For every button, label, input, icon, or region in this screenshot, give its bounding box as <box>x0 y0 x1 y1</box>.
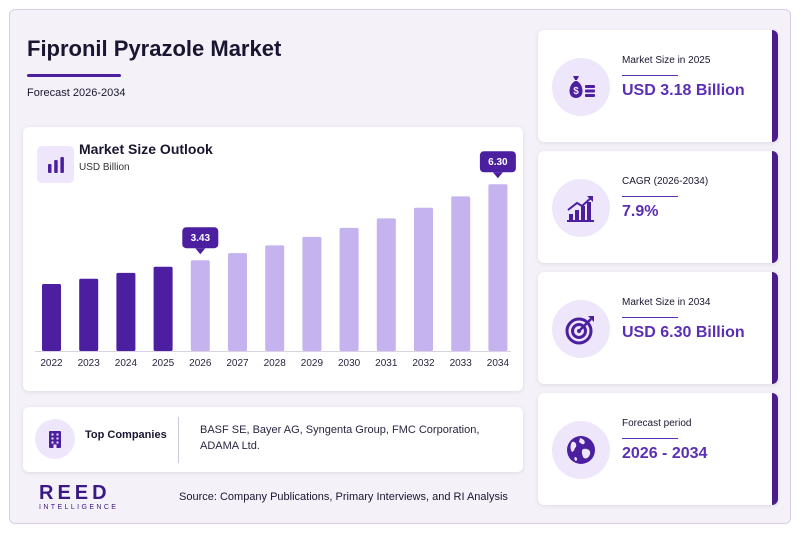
divider <box>178 417 179 463</box>
top-companies-card: Top Companies BASF SE, Bayer AG, Syngent… <box>23 407 523 472</box>
bar-2029 <box>302 236 322 351</box>
callout-box <box>182 227 219 249</box>
stat-divider <box>622 438 678 439</box>
x-tick-label: 2024 <box>115 358 138 369</box>
bar-2031 <box>376 218 396 351</box>
stat-card-market-size-2034: Market Size in 2034 USD 6.30 Billion <box>538 272 778 384</box>
top-companies-list: BASF SE, Bayer AG, Syngenta Group, FMC C… <box>200 424 480 452</box>
x-tick-label: 2023 <box>78 358 101 369</box>
stat-card-forecast-period: Forecast period 2026 - 2034 <box>538 393 778 505</box>
bar-chart-icon <box>37 146 74 183</box>
bar-2033 <box>451 196 471 351</box>
x-tick-label: 2030 <box>338 358 361 369</box>
stat-value: USD 6.30 Billion <box>622 324 745 341</box>
bar-chart: 2022 2023 2024 2025 2026 2027 2028 2029 2030 2031… <box>35 151 516 369</box>
top-companies-label: Top Companies <box>85 429 167 441</box>
bar-2030 <box>339 227 359 351</box>
data-label: 3.43 <box>191 233 211 244</box>
stat-divider <box>622 75 678 76</box>
x-tick-label: 2033 <box>450 358 473 369</box>
bar-2028 <box>265 245 285 351</box>
bar-2027 <box>228 253 247 351</box>
callout-2026: 3.43 <box>182 227 219 255</box>
bar-2034 <box>488 184 508 351</box>
stat-label: CAGR (2026-2034) <box>622 176 709 187</box>
stat-card-market-size-2025: $ Market Size in 2025 USD 3.18 Billion <box>538 30 778 142</box>
page-title: Fipronil Pyrazole Market <box>27 36 282 61</box>
stat-card-cagr: CAGR (2026-2034) 7.9% <box>538 151 778 263</box>
x-tick-label: 2032 <box>412 358 435 369</box>
callout-pointer <box>195 248 206 255</box>
page-subtitle: Forecast 2026-2034 <box>27 87 126 99</box>
bar-2022 <box>42 284 61 351</box>
stat-divider <box>622 196 678 197</box>
callout-pointer <box>492 172 503 179</box>
x-tick-label: 2028 <box>264 358 287 369</box>
title-underline <box>27 74 121 77</box>
x-tick-label: 2034 <box>487 358 510 369</box>
x-tick-label: 2026 <box>189 358 212 369</box>
globe-icon <box>552 421 610 479</box>
stat-value: 2026 - 2034 <box>622 445 708 462</box>
callout-box <box>479 151 516 173</box>
source-note: Source: Company Publications, Primary In… <box>179 491 508 503</box>
logo-tagline: INTELLIGENCE <box>39 504 119 511</box>
stat-label: Market Size in 2025 <box>622 55 711 66</box>
bar-2023 <box>79 278 99 351</box>
money-bag-icon: $ <box>552 58 610 116</box>
chart-title: Market Size Outlook <box>79 141 213 157</box>
x-tick-label: 2025 <box>152 358 175 369</box>
reed-intelligence-logo: REED INTELLIGENCE <box>39 482 118 511</box>
x-tick-label: 2022 <box>40 358 63 369</box>
callout-2034: 6.30 <box>479 151 516 179</box>
x-tick-label: 2027 <box>226 358 249 369</box>
stat-value: USD 3.18 Billion <box>622 82 745 99</box>
x-tick-label: 2031 <box>375 358 398 369</box>
bar-2025 <box>153 266 173 351</box>
x-tick-label: 2029 <box>301 358 324 369</box>
building-icon <box>35 419 75 459</box>
target-icon <box>552 300 610 358</box>
stat-label: Forecast period <box>622 418 692 429</box>
chart-unit: USD Billion <box>79 162 130 173</box>
stat-divider <box>622 317 678 318</box>
stat-value: 7.9% <box>622 203 659 220</box>
data-label: 6.30 <box>488 157 508 168</box>
logo-wordmark: REED <box>39 482 111 504</box>
bar-2024 <box>116 272 136 351</box>
bar-2032 <box>414 207 433 351</box>
stat-label: Market Size in 2034 <box>622 297 711 308</box>
market-size-chart-card: Market Size Outlook USD Billion 2022 2023… <box>23 127 523 391</box>
svg-text:$: $ <box>573 86 579 97</box>
bar-2026 <box>190 260 210 351</box>
growth-chart-icon <box>552 179 610 237</box>
